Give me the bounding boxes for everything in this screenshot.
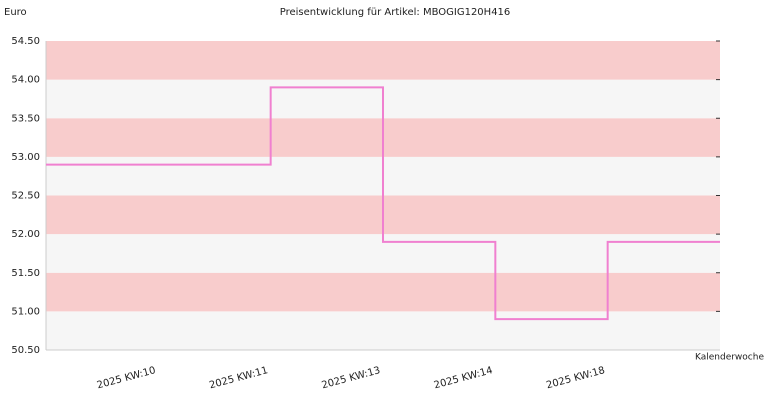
x-axis-label: Kalenderwoche xyxy=(695,353,764,363)
y-tick-label: 51.50 xyxy=(11,268,40,279)
y-axis-label: Euro xyxy=(4,7,27,18)
band xyxy=(46,41,720,80)
x-tick-label: 2025 KW:14 xyxy=(433,365,494,391)
band xyxy=(46,311,720,350)
y-tick-label: 54.50 xyxy=(11,36,40,47)
y-tick-label: 53.50 xyxy=(11,113,40,124)
x-tick-label: 2025 KW:13 xyxy=(321,365,382,391)
y-tick-label: 53.00 xyxy=(11,152,40,163)
y-tick-label: 51.00 xyxy=(11,306,40,317)
chart-title: Preisentwicklung für Artikel: MBOGIG120H… xyxy=(280,7,511,18)
x-tick-label: 2025 KW:11 xyxy=(208,365,269,391)
price-line xyxy=(46,86,720,321)
y-tick-label: 52.00 xyxy=(11,229,40,240)
y-tick-label: 50.50 xyxy=(11,345,40,356)
x-tick-label: 2025 KW:10 xyxy=(96,365,157,391)
x-tick-label: 2025 KW:18 xyxy=(545,365,606,391)
y-tick-label: 52.50 xyxy=(11,191,40,202)
band xyxy=(46,272,720,312)
y-tick-label: 54.00 xyxy=(11,75,40,86)
